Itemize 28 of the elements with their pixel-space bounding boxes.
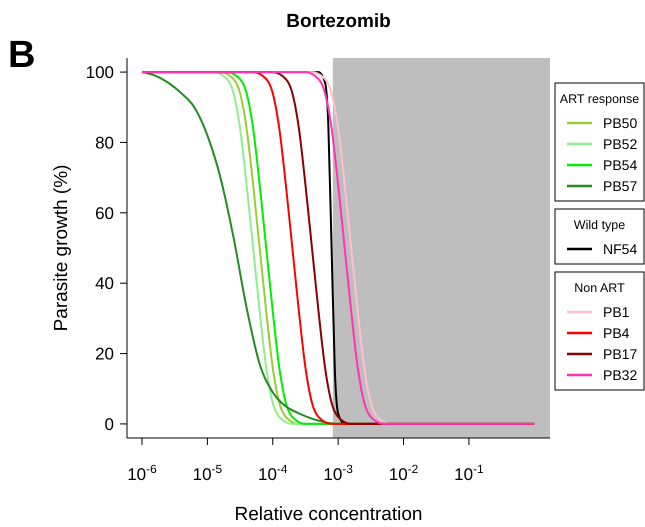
legend-label: PB50 bbox=[603, 114, 638, 131]
y-axis-title: Parasite growth (%) bbox=[51, 164, 72, 332]
x-tick-label: 10$^{-5}$ bbox=[192, 462, 222, 484]
y-tick-label: 0 bbox=[104, 414, 114, 434]
legend-label: PB54 bbox=[603, 156, 638, 173]
x-tick-label: 10$^{-6}$ bbox=[127, 462, 158, 484]
legend-label: NF54 bbox=[603, 240, 638, 257]
legend-label: PB1 bbox=[603, 304, 630, 320]
legend-label: PB4 bbox=[603, 324, 630, 341]
y-tick-label: 80 bbox=[95, 133, 114, 152]
x-tick-label: 10$^{-2}$ bbox=[388, 462, 419, 484]
y-tick-label: 60 bbox=[95, 204, 114, 223]
legend-label: PB57 bbox=[603, 178, 638, 194]
x-axis-title: Relative concentration bbox=[234, 504, 422, 525]
text: ART response bbox=[560, 92, 640, 106]
y-tick-label: 20 bbox=[95, 344, 114, 364]
y-tick-label: 40 bbox=[95, 274, 114, 294]
x-tick-label: 10$^{-1}$ bbox=[454, 462, 484, 484]
chart-title: Bortezomib bbox=[286, 11, 391, 32]
text: B bbox=[8, 34, 36, 76]
legend-label: PB32 bbox=[603, 366, 638, 383]
legend-label: PB52 bbox=[603, 136, 638, 152]
text: Wild type bbox=[574, 218, 626, 232]
text: Non ART bbox=[574, 281, 625, 295]
x-tick-label: 10$^{-4}$ bbox=[258, 462, 288, 484]
y-tick-label: 100 bbox=[86, 63, 114, 82]
legend-label: PB17 bbox=[603, 346, 638, 362]
x-tick-label: 10$^{-3}$ bbox=[323, 462, 354, 484]
